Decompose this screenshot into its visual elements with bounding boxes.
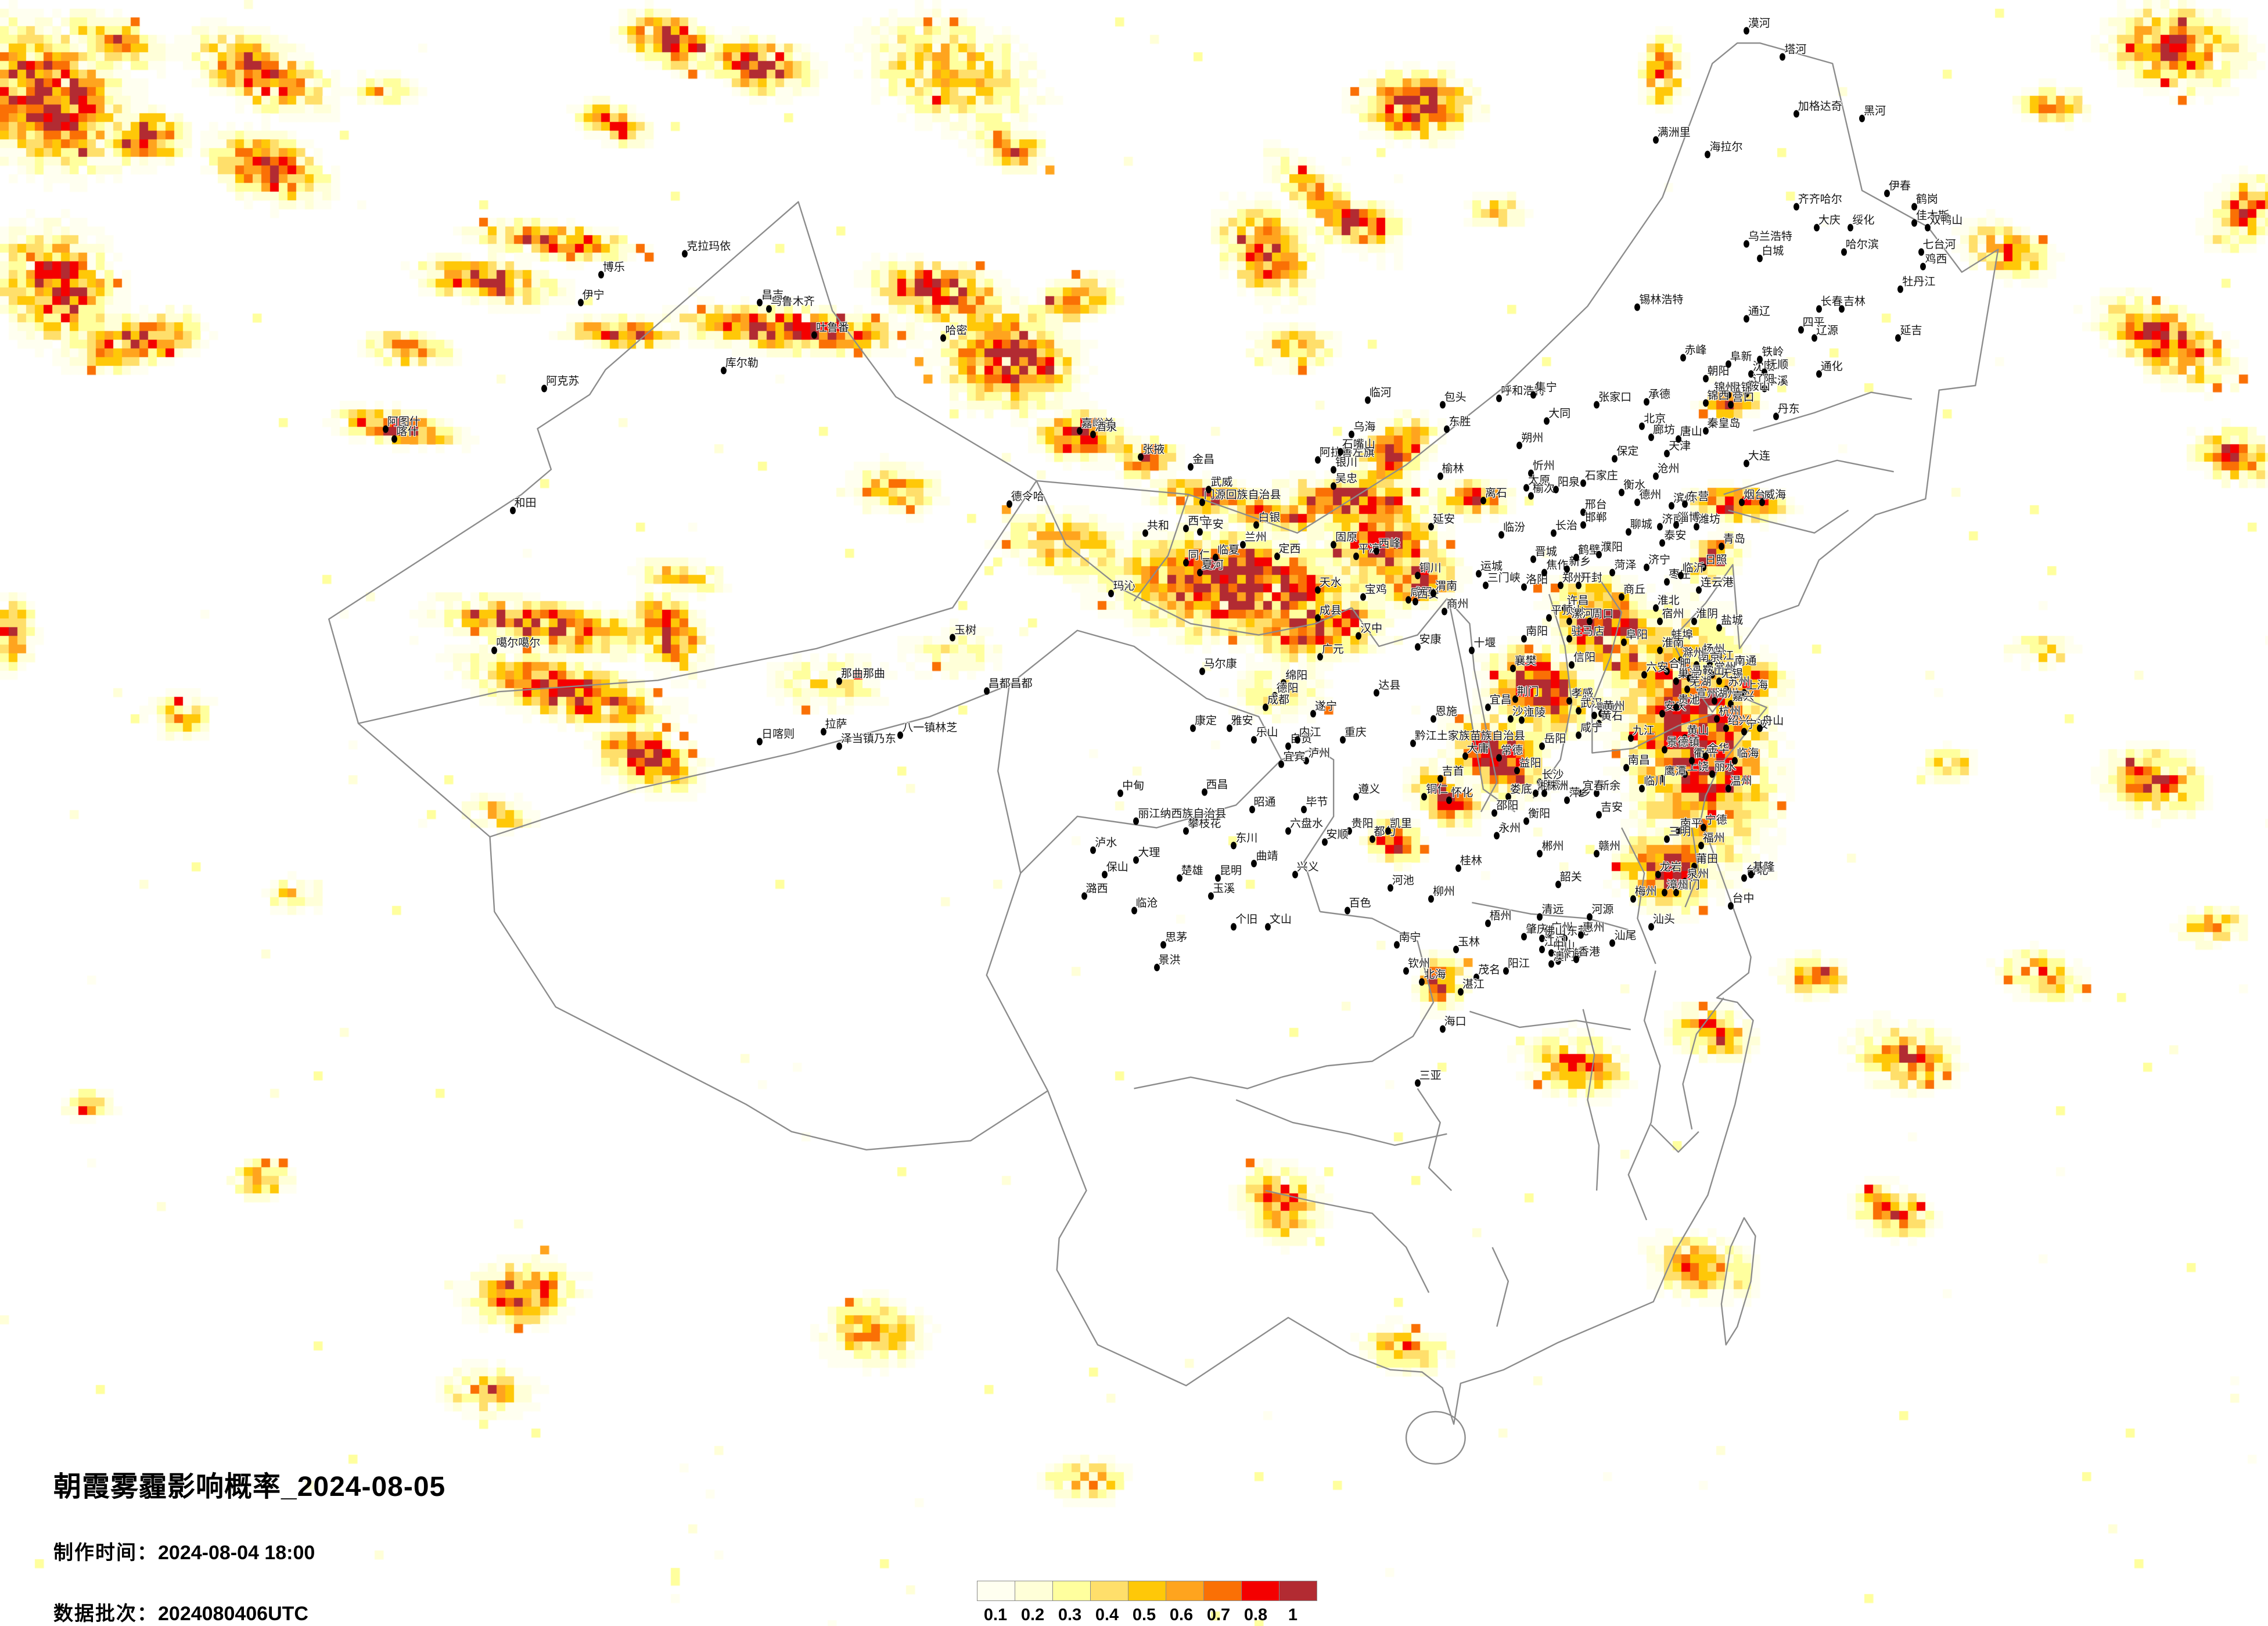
made-time-value: 2024-08-04 18:00	[158, 1542, 315, 1564]
legend-color-box	[1203, 1581, 1242, 1601]
made-time-label: 制作时间：	[53, 1542, 158, 1564]
legend-tick: 0.5	[1132, 1606, 1156, 1624]
legend-color-box	[977, 1581, 1015, 1601]
batch-value: 2024080406UTC	[158, 1603, 308, 1625]
legend-color-box	[1166, 1581, 1204, 1601]
legend-tick: 0.2	[1020, 1606, 1045, 1624]
legend-color-box	[1128, 1581, 1166, 1601]
legend-color-box	[1015, 1581, 1053, 1601]
batch-line: 数据批次：2024080406UTC	[53, 1598, 445, 1626]
legend-tick: 0.7	[1206, 1606, 1231, 1624]
legend-tick-labels: 0.1 0.2 0.3 0.4 0.5 0.6 0.7 0.8 1	[977, 1606, 1317, 1625]
map-title: 朝霞雾霾影响概率_2024-08-05	[53, 1472, 446, 1502]
legend-tick: 0.8	[1243, 1606, 1268, 1624]
legend-color-box	[1090, 1581, 1128, 1601]
made-time-line: 制作时间：2024-08-04 18:00	[53, 1537, 445, 1565]
legend-tick: 1	[1288, 1606, 1298, 1624]
legend-color-box	[1279, 1581, 1317, 1601]
legend-tick: 0.4	[1095, 1606, 1119, 1624]
title-block: 朝霞雾霾影响概率_2024-08-05 制作时间：2024-08-04 18:0…	[53, 1463, 445, 1626]
legend-tick: 0.6	[1169, 1606, 1194, 1624]
legend-color-box	[1241, 1581, 1279, 1601]
legend-tick: 0.3	[1058, 1606, 1082, 1624]
legend-color-ramp	[977, 1581, 1317, 1601]
batch-label: 数据批次：	[53, 1603, 158, 1625]
probability-legend: 0.1 0.2 0.3 0.4 0.5 0.6 0.7 0.8 1	[977, 1581, 1317, 1625]
legend-color-box	[1052, 1581, 1091, 1601]
legend-tick: 0.1	[983, 1606, 1008, 1624]
